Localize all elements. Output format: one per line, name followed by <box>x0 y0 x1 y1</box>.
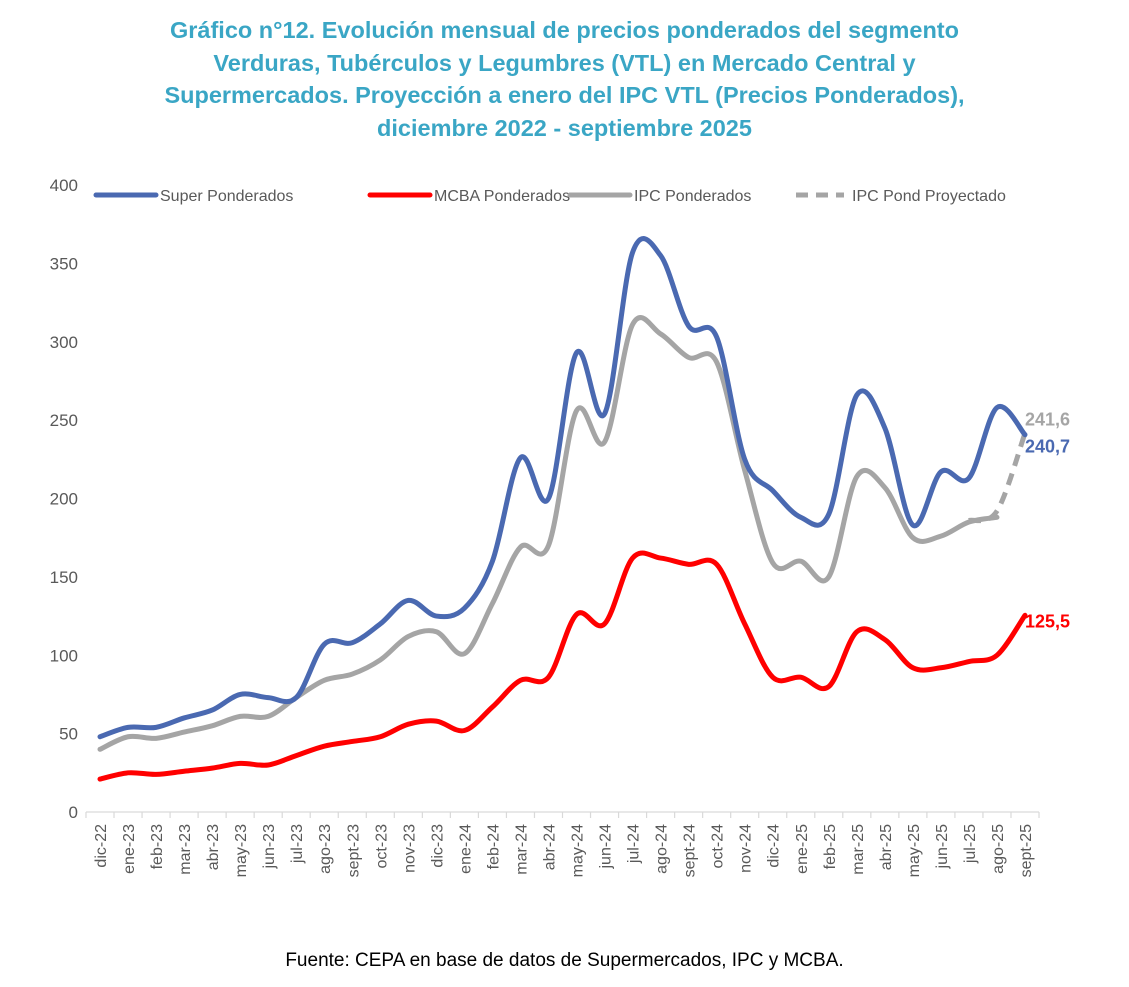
x-tick-label: sept-23 <box>345 824 362 877</box>
x-tick-label: jul-24 <box>626 824 643 864</box>
x-tick-label: may-24 <box>570 824 587 877</box>
y-tick-label: 50 <box>59 725 78 744</box>
x-tick-label: oct-24 <box>710 824 727 869</box>
chart-title: Gráfico n°12. Evolución mensual de preci… <box>164 17 965 141</box>
x-tick-label: feb-25 <box>822 824 839 869</box>
end-labels: 240,7 125,5 241,6 <box>1025 409 1070 631</box>
y-tick-label: 0 <box>69 803 78 822</box>
x-axis: dic-22 ene-23 feb-23 mar-23 abr-23 may-23 jun-… <box>85 811 1040 877</box>
x-tick-label: abr-25 <box>878 824 895 870</box>
x-tick-label: nov-24 <box>738 824 755 873</box>
x-tick-label: dic-23 <box>429 824 446 868</box>
end-value-label: 125,5 <box>1025 611 1070 631</box>
legend-item-ipc-ponderados: IPC Ponderados <box>567 188 751 205</box>
series-line-mcba-ponderados <box>97 550 1028 782</box>
legend-label: IPC Pond Proyectado <box>852 188 1006 205</box>
legend: Super Ponderados MCBA Ponderados IPC Ponde… <box>93 188 1006 205</box>
x-tick-label: ago-23 <box>317 824 334 874</box>
x-tick-label: jun-25 <box>934 824 951 870</box>
x-tick-label: abr-23 <box>205 824 222 870</box>
x-tick-label: abr-24 <box>541 824 558 870</box>
y-tick-label: 250 <box>50 411 78 430</box>
x-tick-label: may-25 <box>906 824 923 877</box>
x-tick-label: mar-23 <box>177 824 194 875</box>
legend-label: IPC Ponderados <box>634 188 751 205</box>
y-axis: 0 50 100 150 200 250 300 350 400 <box>50 176 78 822</box>
x-tick-label: sept-25 <box>1018 824 1035 877</box>
series-line-ipc-pond-proyectado <box>968 432 1028 524</box>
y-tick-label: 100 <box>50 646 78 665</box>
x-tick-label: jun-24 <box>598 824 615 870</box>
x-tick-label: ene-23 <box>121 824 138 874</box>
x-tick-label: ene-24 <box>457 824 474 874</box>
x-tick-label: ago-25 <box>990 824 1007 874</box>
legend-item-mcba-ponderados: MCBA Ponderados <box>367 188 570 205</box>
x-tick-label: sept-24 <box>682 824 699 877</box>
end-value-label: 240,7 <box>1025 437 1070 457</box>
x-tick-label: may-23 <box>233 824 250 877</box>
y-tick-label: 400 <box>50 176 78 195</box>
x-tick-label: ene-25 <box>794 824 811 874</box>
series-line-ipc-ponderados <box>97 315 1000 752</box>
series-line-super-ponderados <box>97 236 1028 740</box>
x-tick-label: nov-23 <box>401 824 418 873</box>
x-tick-label: mar-25 <box>850 824 867 875</box>
end-value-label: 241,6 <box>1025 409 1070 429</box>
y-tick-label: 300 <box>50 333 78 352</box>
source-note: Fuente: CEPA en base de datos de Superme… <box>285 950 844 971</box>
series-layer <box>97 236 1028 782</box>
legend-label: MCBA Ponderados <box>434 188 570 205</box>
x-tick-label: ago-24 <box>654 824 671 874</box>
x-tick-label: oct-23 <box>373 824 390 869</box>
x-tick-label: jun-23 <box>261 824 278 870</box>
x-tick-label: mar-24 <box>513 824 530 875</box>
x-tick-label: jul-25 <box>962 824 979 864</box>
x-tick-label: jul-23 <box>289 824 306 864</box>
x-tick-label: feb-24 <box>485 824 502 869</box>
x-tick-label: feb-23 <box>149 824 166 869</box>
y-tick-label: 150 <box>50 568 78 587</box>
x-tick-label: dic-24 <box>766 824 783 868</box>
legend-item-super-ponderados: Super Ponderados <box>93 188 293 205</box>
y-tick-label: 200 <box>50 490 78 509</box>
legend-label: Super Ponderados <box>160 188 293 205</box>
legend-item-ipc-pond-proyectado: IPC Pond Proyectado <box>796 188 1006 205</box>
x-tick-label: dic-22 <box>93 824 110 868</box>
y-tick-label: 350 <box>50 254 78 273</box>
